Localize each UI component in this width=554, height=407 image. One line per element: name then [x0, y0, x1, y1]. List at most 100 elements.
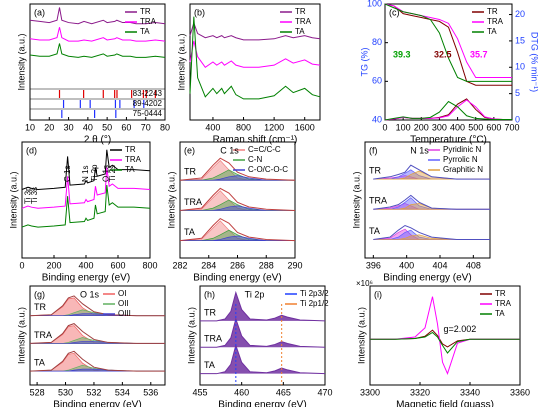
y2-tick-label: 20 [515, 9, 525, 19]
y2-tick-label: 15 [515, 35, 525, 45]
annotation: g=2.002 [444, 324, 477, 334]
x-tick-label: 400 [205, 122, 220, 132]
y-axis-label: Intensity (a.u.) [351, 171, 361, 228]
legend-label: OIII [118, 309, 131, 318]
x-tick-label: 100 [396, 122, 411, 132]
x-tick-label: 528 [30, 387, 45, 397]
legend-label: C-N [248, 155, 262, 164]
plot-frame [29, 285, 166, 386]
sample-label: TRA [184, 197, 202, 207]
legend-label: C=C/C-C [248, 145, 281, 154]
reference-label: 75-0444 [133, 109, 163, 118]
x-axis-label: Binding energy (eV) [193, 273, 281, 284]
peak-label: N 1s [410, 145, 429, 155]
series-line [200, 317, 326, 348]
x-tick-label: 800 [142, 260, 157, 270]
x-tick-label: 286 [230, 260, 245, 270]
y-multiplier: ×10⁶ [356, 279, 373, 288]
y2-tick-label: 0 [515, 114, 520, 124]
peak-label: Ti 2s [108, 165, 117, 182]
peak-label: C 1s [63, 166, 72, 182]
x-axis-label: Magnetic field (guass) [396, 400, 494, 407]
x-tick-label: 282 [172, 260, 187, 270]
x-tick-label: 500 [468, 122, 483, 132]
panel-label: (a) [34, 7, 45, 17]
y2-tick-label: 5 [515, 88, 520, 98]
x-tick-label: 465 [276, 387, 291, 397]
x-tick-label: 0 [19, 260, 24, 270]
series-line [179, 217, 296, 242]
x-tick-label: 288 [259, 260, 274, 270]
series-line [29, 7, 166, 25]
series-line [21, 167, 151, 209]
component-peak [180, 205, 295, 211]
series-line [373, 164, 490, 180]
x-tick-label: 30 [64, 122, 74, 132]
component-peak [180, 175, 295, 181]
series-line [29, 43, 166, 58]
panel-label: (f) [369, 145, 378, 155]
legend-label: TRA [140, 17, 157, 26]
y-axis-label: Intensity (a.u.) [16, 33, 26, 90]
x-tick-label: 10 [25, 122, 35, 132]
legend-label: TR [487, 7, 498, 16]
series-line [29, 350, 165, 372]
sample-label: TA [369, 226, 380, 236]
x-tick-label: 200 [414, 122, 429, 132]
peak-label: N 1s [81, 166, 90, 182]
plot-frame [199, 285, 326, 386]
series-line [29, 295, 165, 317]
panel-label: (e) [184, 145, 195, 155]
legend-label: TRA [125, 155, 142, 164]
x-tick-label: 532 [86, 387, 101, 397]
series-line [370, 331, 520, 354]
sample-label: TRA [204, 334, 222, 344]
peak-label: O 1s [102, 165, 111, 182]
sample-label: TA [34, 358, 45, 368]
x-axis-label: Binding energy (eV) [42, 273, 130, 284]
legend-label: TA [140, 27, 150, 36]
reference-label: 89-4202 [133, 99, 163, 108]
panel-label: (i) [374, 289, 382, 299]
component-peak [180, 235, 295, 241]
legend-label: TR [125, 145, 136, 154]
x-tick-label: 800 [236, 122, 251, 132]
series-line [179, 157, 296, 181]
legend-label: TA [295, 27, 305, 36]
x-tick-label: 284 [201, 260, 216, 270]
series-line [384, 3, 512, 82]
series-line [384, 3, 512, 86]
x-tick-label: 200 [46, 260, 61, 270]
sample-label: TRA [369, 196, 387, 206]
legend-label: TA [495, 309, 505, 318]
x-tick-label: 3360 [510, 387, 530, 397]
x-tick-label: 460 [234, 387, 249, 397]
y-axis-label: Intensity (a.u.) [166, 171, 176, 228]
x-tick-label: 20 [44, 122, 54, 132]
legend-label: TRA [295, 17, 312, 26]
legend-label: TRA [487, 17, 504, 26]
x-tick-label: 536 [143, 387, 158, 397]
series-line [373, 224, 490, 240]
annotation: 32.5 [434, 49, 452, 59]
y-axis-label: Intensity (a.u.) [186, 307, 196, 364]
sample-label: TA [184, 227, 195, 237]
series-line [189, 21, 321, 41]
plot-frame [364, 141, 491, 259]
panel-label: (h) [204, 289, 215, 299]
legend-label: C-O/C-O-C [248, 165, 288, 174]
legend-label: Pyrrolic N [443, 155, 478, 164]
x-axis-label: Temperature (°C) [410, 135, 487, 146]
y-tick-label: 100 [367, 0, 382, 8]
y-tick-label: 60 [372, 76, 382, 86]
legend-label: TA [487, 27, 497, 36]
x-tick-label: 404 [432, 260, 447, 270]
peak-label: C 1s [220, 145, 239, 155]
y-axis-label: Intensity (a.u.) [176, 33, 186, 90]
x-axis-label: 2 θ (°) [84, 135, 111, 146]
series-line [189, 16, 321, 100]
panel-label: (d) [26, 145, 37, 155]
y-axis-label: TG (%) [359, 48, 369, 77]
x-tick-label: 300 [432, 122, 447, 132]
